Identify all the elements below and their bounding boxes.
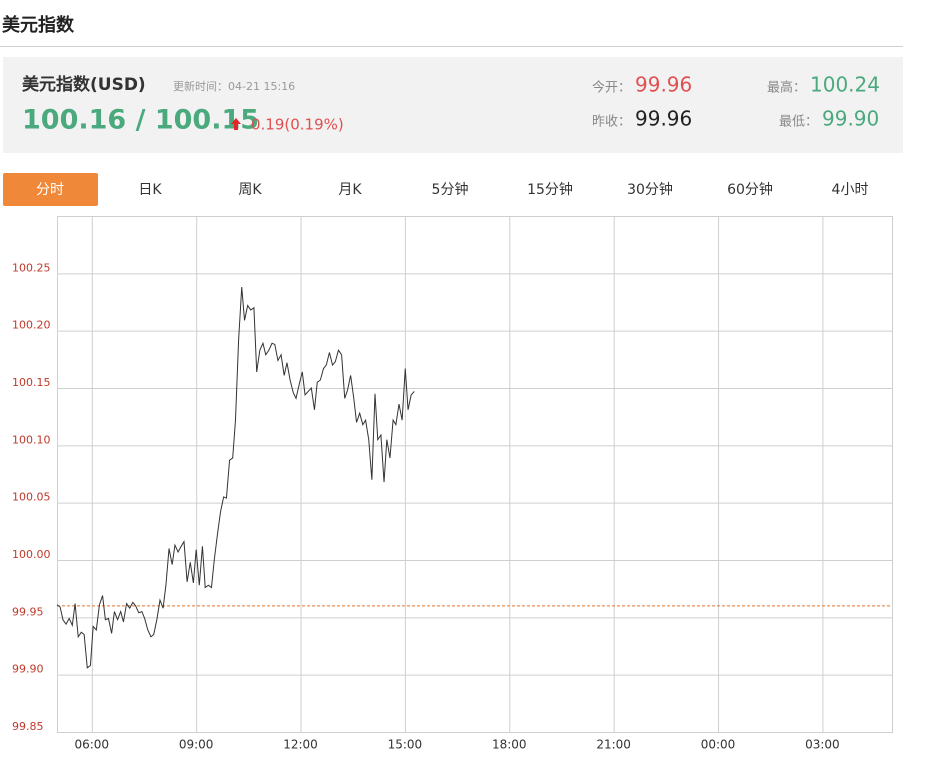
page-title: 美元指数 bbox=[2, 14, 75, 36]
prev-close-label: 昨收： bbox=[592, 115, 631, 130]
price-line bbox=[56, 287, 415, 669]
y-tick-label: 100.05 bbox=[12, 491, 51, 504]
y-tick-label: 100.20 bbox=[12, 319, 51, 332]
tab[interactable]: 5分钟 bbox=[432, 181, 469, 198]
tab[interactable]: 日K bbox=[138, 182, 162, 198]
tab-bar: 分时 日K 周K 月K 5分钟 15分钟 30分钟 60分钟 4小时 bbox=[3, 173, 868, 206]
tab[interactable]: 月K bbox=[338, 182, 362, 198]
high-value: 100.24 bbox=[810, 73, 880, 97]
prev-close-value: 99.96 bbox=[635, 107, 692, 131]
open-label: 今开： bbox=[592, 80, 631, 96]
y-tick-label: 100.25 bbox=[12, 261, 51, 274]
y-tick-label: 100.00 bbox=[12, 548, 51, 561]
tab[interactable]: 30分钟 bbox=[627, 181, 673, 198]
y-tick-label: 99.85 bbox=[12, 720, 44, 733]
y-tick-label: 100.15 bbox=[12, 376, 51, 389]
up-arrow bbox=[231, 118, 241, 130]
tab-active-bg[interactable] bbox=[3, 173, 98, 206]
update-time: 更新时间：04-21 15:16 bbox=[173, 79, 295, 93]
plot-border bbox=[57, 216, 893, 733]
tab[interactable]: 60分钟 bbox=[727, 181, 773, 198]
info-panel bbox=[3, 57, 903, 153]
open-value: 99.96 bbox=[635, 73, 692, 97]
x-tick-label: 09:00 bbox=[179, 738, 214, 752]
x-tick-label: 15:00 bbox=[388, 738, 423, 752]
x-tick-label: 06:00 bbox=[74, 738, 109, 752]
x-tick-label: 21:00 bbox=[596, 738, 631, 752]
tab[interactable]: 分时 bbox=[36, 182, 64, 198]
low-label: 最低： bbox=[779, 115, 818, 130]
x-tick-label: 03:00 bbox=[805, 738, 840, 752]
price: 100.16 / 100.15 bbox=[22, 105, 259, 136]
y-tick-label: 99.90 bbox=[12, 663, 44, 676]
change: 0.19(0.19%) bbox=[251, 116, 344, 134]
y-tick-label: 100.10 bbox=[12, 433, 51, 446]
x-tick-label: 00:00 bbox=[701, 738, 736, 752]
chart: 99.85 99.90 99.95 100.00 100.05 100.10 100.15 1… bbox=[12, 216, 893, 752]
tab[interactable]: 15分钟 bbox=[527, 181, 573, 198]
y-tick-label: 99.95 bbox=[12, 605, 44, 618]
x-tick-label: 18:00 bbox=[492, 738, 527, 752]
x-tick-label: 12:00 bbox=[283, 738, 318, 752]
high-label: 最高： bbox=[767, 80, 806, 96]
tab[interactable]: 4小时 bbox=[832, 182, 869, 198]
instrument-name: 美元指数(USD) bbox=[22, 74, 146, 95]
tab[interactable]: 周K bbox=[238, 182, 262, 198]
low-value: 99.90 bbox=[822, 107, 879, 131]
